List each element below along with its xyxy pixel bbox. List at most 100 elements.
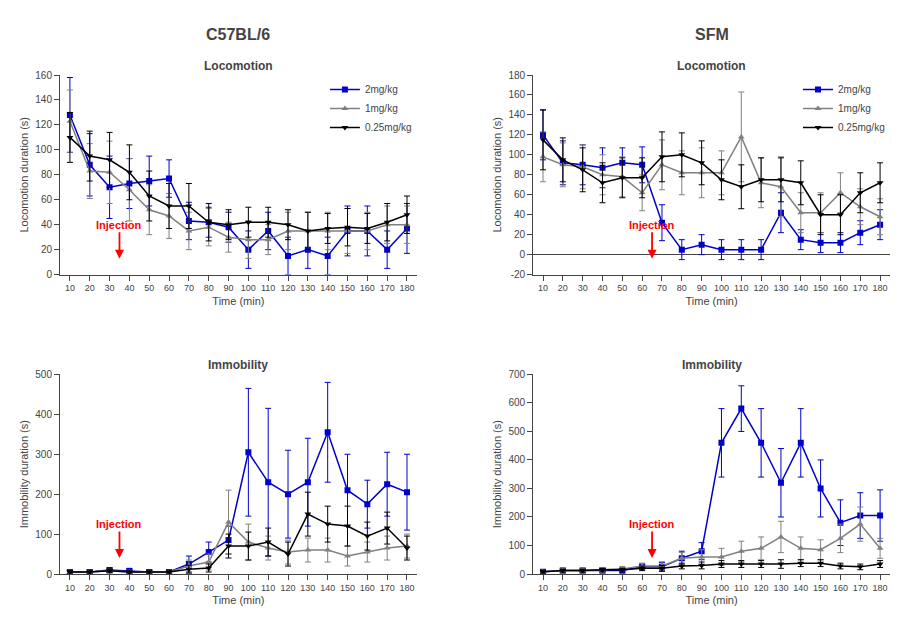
svg-text:100: 100: [714, 583, 729, 593]
svg-text:100: 100: [714, 283, 729, 293]
svg-text:110: 110: [734, 583, 748, 593]
svg-text:40: 40: [597, 583, 607, 593]
svg-text:150: 150: [813, 583, 828, 593]
svg-text:500: 500: [35, 369, 52, 380]
svg-text:SFM: SFM: [695, 26, 729, 43]
svg-text:600: 600: [508, 397, 525, 408]
svg-text:80: 80: [41, 169, 53, 180]
svg-text:120: 120: [754, 583, 769, 593]
svg-text:60: 60: [164, 583, 174, 593]
svg-text:170: 170: [380, 583, 395, 593]
svg-text:140: 140: [508, 109, 525, 120]
svg-text:0: 0: [46, 569, 52, 580]
svg-text:30: 30: [578, 583, 588, 593]
svg-text:Injection: Injection: [629, 219, 675, 231]
svg-text:Time (min): Time (min): [685, 295, 737, 307]
svg-text:100: 100: [241, 283, 256, 293]
svg-text:150: 150: [340, 283, 355, 293]
svg-text:20: 20: [41, 244, 53, 255]
svg-text:50: 50: [617, 583, 627, 593]
svg-text:140: 140: [35, 94, 52, 105]
svg-text:120: 120: [281, 583, 296, 593]
svg-text:70: 70: [184, 583, 194, 593]
svg-text:180: 180: [399, 583, 414, 593]
svg-text:Injection: Injection: [629, 518, 675, 530]
svg-text:70: 70: [657, 283, 667, 293]
svg-text:130: 130: [773, 583, 788, 593]
svg-text:Injection: Injection: [96, 219, 142, 231]
svg-text:170: 170: [380, 283, 395, 293]
svg-text:60: 60: [514, 189, 526, 200]
svg-text:Immobility duration (s): Immobility duration (s): [18, 420, 30, 528]
svg-text:110: 110: [261, 283, 275, 293]
svg-text:0: 0: [520, 569, 526, 580]
svg-text:1mg/kg: 1mg/kg: [838, 103, 871, 114]
svg-text:140: 140: [320, 583, 335, 593]
svg-text:10: 10: [65, 283, 75, 293]
svg-text:20: 20: [514, 229, 526, 240]
svg-text:400: 400: [508, 454, 525, 465]
svg-text:10: 10: [538, 583, 548, 593]
svg-text:90: 90: [697, 283, 707, 293]
svg-text:30: 30: [578, 283, 588, 293]
svg-text:160: 160: [35, 70, 52, 81]
svg-text:170: 170: [853, 583, 868, 593]
svg-text:200: 200: [35, 489, 52, 500]
svg-text:0.25mg/kg: 0.25mg/kg: [365, 122, 412, 133]
svg-text:400: 400: [35, 409, 52, 420]
svg-text:500: 500: [508, 426, 525, 437]
svg-text:120: 120: [508, 129, 525, 140]
svg-text:170: 170: [853, 283, 868, 293]
svg-text:300: 300: [508, 483, 525, 494]
svg-text:100: 100: [508, 149, 525, 160]
svg-text:-20: -20: [511, 269, 526, 280]
svg-text:10: 10: [65, 583, 75, 593]
svg-text:90: 90: [224, 583, 234, 593]
svg-text:160: 160: [508, 89, 525, 100]
svg-text:180: 180: [508, 70, 525, 81]
svg-text:90: 90: [224, 283, 234, 293]
svg-text:100: 100: [35, 529, 52, 540]
svg-text:50: 50: [617, 283, 627, 293]
svg-text:60: 60: [41, 194, 53, 205]
svg-text:180: 180: [399, 283, 414, 293]
svg-text:120: 120: [281, 283, 296, 293]
svg-text:40: 40: [124, 283, 134, 293]
svg-text:180: 180: [873, 583, 888, 593]
svg-text:Time (min): Time (min): [212, 295, 264, 307]
svg-text:2mg/kg: 2mg/kg: [365, 84, 398, 95]
svg-text:C57BL/6: C57BL/6: [206, 26, 270, 43]
svg-text:10: 10: [538, 283, 548, 293]
svg-text:40: 40: [597, 283, 607, 293]
svg-text:0: 0: [46, 269, 52, 280]
svg-text:100: 100: [241, 583, 256, 593]
svg-text:120: 120: [754, 283, 769, 293]
svg-text:20: 20: [558, 283, 568, 293]
svg-text:160: 160: [833, 583, 848, 593]
svg-text:0: 0: [520, 249, 526, 260]
svg-text:120: 120: [35, 119, 52, 130]
svg-text:700: 700: [508, 369, 525, 380]
svg-text:60: 60: [164, 283, 174, 293]
svg-text:80: 80: [204, 583, 214, 593]
svg-text:300: 300: [35, 449, 52, 460]
svg-text:Locomotion: Locomotion: [677, 59, 746, 73]
svg-text:20: 20: [558, 583, 568, 593]
svg-text:160: 160: [833, 283, 848, 293]
svg-text:160: 160: [360, 583, 375, 593]
svg-text:60: 60: [637, 583, 647, 593]
svg-text:80: 80: [204, 283, 214, 293]
svg-text:140: 140: [793, 583, 808, 593]
svg-text:200: 200: [508, 511, 525, 522]
svg-text:140: 140: [320, 283, 335, 293]
svg-text:70: 70: [657, 583, 667, 593]
svg-text:160: 160: [360, 283, 375, 293]
svg-text:140: 140: [793, 283, 808, 293]
svg-text:110: 110: [734, 283, 748, 293]
svg-text:100: 100: [508, 540, 525, 551]
svg-text:Immobility: Immobility: [208, 358, 268, 372]
svg-text:50: 50: [144, 283, 154, 293]
svg-text:40: 40: [41, 219, 53, 230]
svg-text:30: 30: [105, 283, 115, 293]
svg-text:80: 80: [514, 169, 526, 180]
